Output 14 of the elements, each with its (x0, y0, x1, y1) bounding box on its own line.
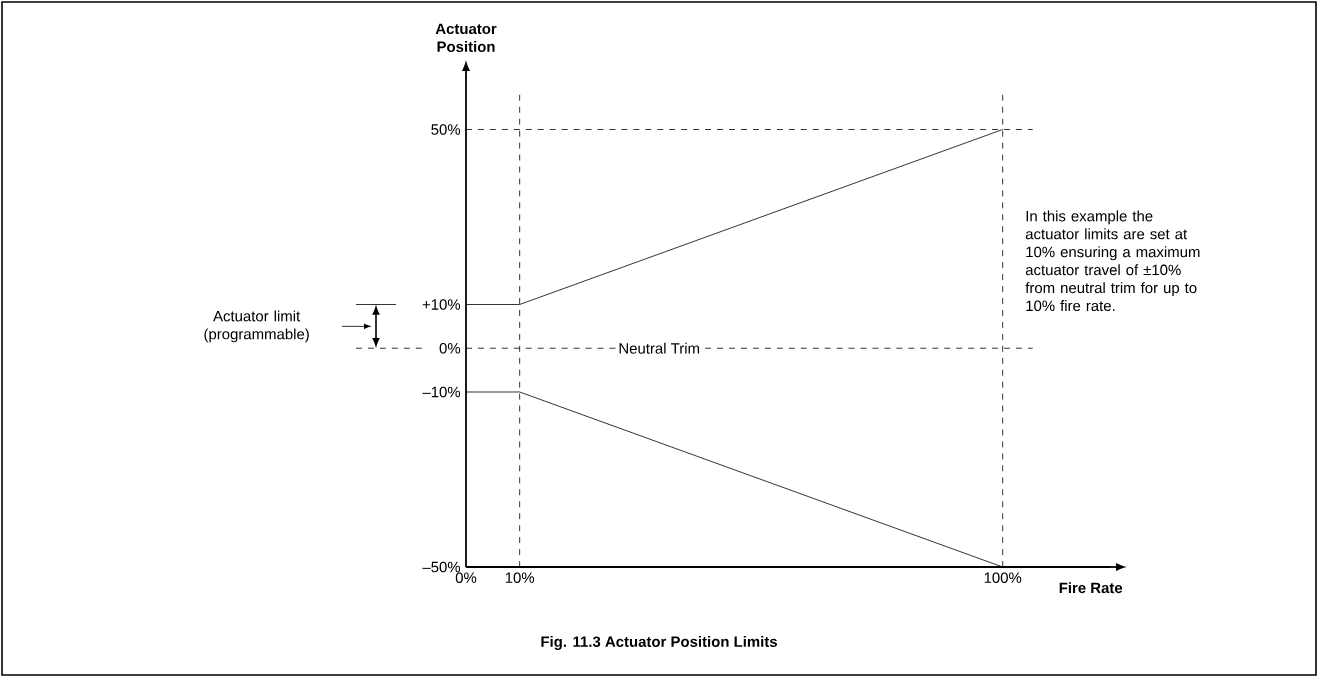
x-tick-label: 100% (984, 572, 1022, 583)
text: Fig. 11.3 Actuator Position Limits (541, 636, 777, 650)
y-tick-label: 50% (431, 124, 461, 135)
y-tick-label: 0% (439, 342, 461, 354)
annotation: In this example the actuator limits are set at 10% ensuring a maximum actuator travel of ±10% from neutral trim for up to 10% fire rate. (1025, 210, 1200, 312)
x-tick-label: 0% (455, 572, 477, 583)
x-tick-label: 10% (505, 572, 535, 583)
ref-line-label: Neutral Trim (619, 342, 700, 354)
text: Actuator limit (programmable) (204, 310, 309, 343)
x-axis-title: Fire Rate (1059, 582, 1123, 594)
y-axis-title: Actuator Position (435, 23, 497, 53)
y-tick-label: –10% (422, 386, 461, 398)
y-tick-label: +10% (422, 299, 461, 310)
y-tick-label: –50% (422, 561, 461, 573)
